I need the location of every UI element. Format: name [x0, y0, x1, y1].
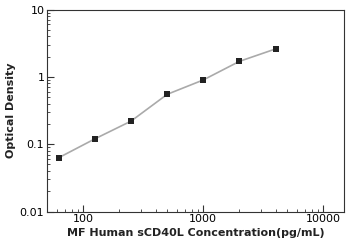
Point	[273, 47, 278, 51]
Point	[164, 92, 170, 96]
Point	[92, 137, 98, 141]
X-axis label: MF Human sCD40L Concentration(pg/mL): MF Human sCD40L Concentration(pg/mL)	[67, 228, 324, 238]
Point	[128, 119, 134, 123]
Point	[56, 156, 62, 160]
Point	[201, 78, 206, 82]
Y-axis label: Optical Density: Optical Density	[6, 63, 15, 158]
Point	[237, 59, 242, 63]
